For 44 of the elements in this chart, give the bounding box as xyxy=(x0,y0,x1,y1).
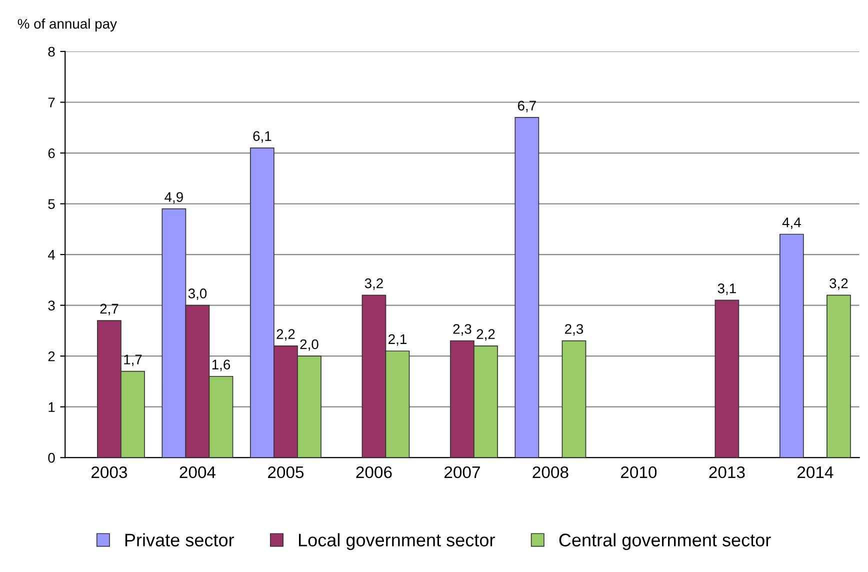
data-label: 2,0 xyxy=(300,339,318,351)
data-label: 6,1 xyxy=(253,131,272,143)
x-tick-label: 2010 xyxy=(621,466,657,478)
y-tick-label: 4 xyxy=(48,250,55,260)
y-tick-label: 1 xyxy=(48,402,55,412)
data-label: 2,2 xyxy=(476,329,495,341)
data-label: 1,6 xyxy=(212,360,230,372)
x-tick-label: 2013 xyxy=(709,466,745,478)
bar xyxy=(562,340,586,458)
y-tick-label: 8 xyxy=(48,46,55,57)
data-label: 2,3 xyxy=(453,324,472,336)
data-label: 1,7 xyxy=(124,354,142,366)
y-tick-label: 3 xyxy=(48,300,55,310)
x-tick-label: 2007 xyxy=(444,466,480,478)
data-label: 4,4 xyxy=(782,218,801,229)
data-label: 2,7 xyxy=(100,304,118,316)
x-tick-label: 2003 xyxy=(92,466,128,478)
y-tick-label: 2 xyxy=(48,351,55,362)
x-tick-label: 2004 xyxy=(180,466,216,478)
data-label: 3,2 xyxy=(830,278,848,290)
bar xyxy=(779,234,804,458)
y-tick-label: 7 xyxy=(48,98,55,108)
data-label: 3,1 xyxy=(718,283,736,295)
legend-label: Private sector xyxy=(125,533,234,546)
bar xyxy=(514,117,540,458)
data-label: 4,9 xyxy=(164,192,183,204)
x-tick-label: 2014 xyxy=(798,466,834,478)
x-tick-label: 2008 xyxy=(532,466,568,478)
data-label: 2,2 xyxy=(276,329,295,341)
data-label: 2,3 xyxy=(565,324,584,336)
data-label: 6,7 xyxy=(518,100,536,112)
x-tick-label: 2005 xyxy=(268,466,304,478)
data-label: 3,2 xyxy=(364,278,383,290)
data-label: 2,1 xyxy=(388,334,406,346)
y-tick-label: 5 xyxy=(48,199,55,209)
x-tick-label: 2006 xyxy=(356,466,392,478)
legend-label: Central government sector xyxy=(559,533,771,550)
y-tick-label: 6 xyxy=(48,148,55,158)
data-label: 3,0 xyxy=(188,288,207,300)
y-tick-label: 0 xyxy=(48,452,55,463)
legend-label: Local government sector xyxy=(298,533,495,550)
bar xyxy=(714,300,740,458)
y-axis-title: % of annual pay xyxy=(18,18,117,32)
bar xyxy=(826,294,851,458)
